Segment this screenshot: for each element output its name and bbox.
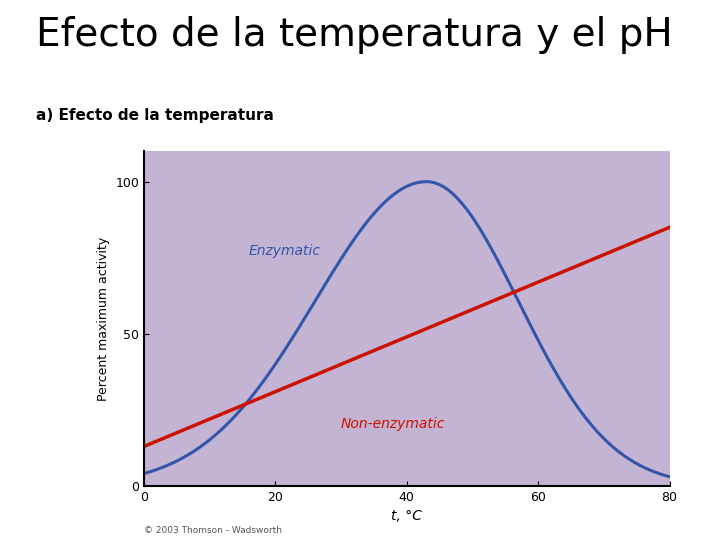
Text: Non-enzymatic: Non-enzymatic <box>341 417 446 431</box>
Text: Efecto de la temperatura y el pH: Efecto de la temperatura y el pH <box>36 16 672 54</box>
Text: a) Efecto de la temperatura: a) Efecto de la temperatura <box>36 108 274 123</box>
X-axis label: t, °C: t, °C <box>391 509 423 523</box>
Text: © 2003 Thomson - Wadsworth: © 2003 Thomson - Wadsworth <box>144 526 282 535</box>
Text: Enzymatic: Enzymatic <box>249 244 321 258</box>
Y-axis label: Percent maximum activity: Percent maximum activity <box>96 237 109 401</box>
